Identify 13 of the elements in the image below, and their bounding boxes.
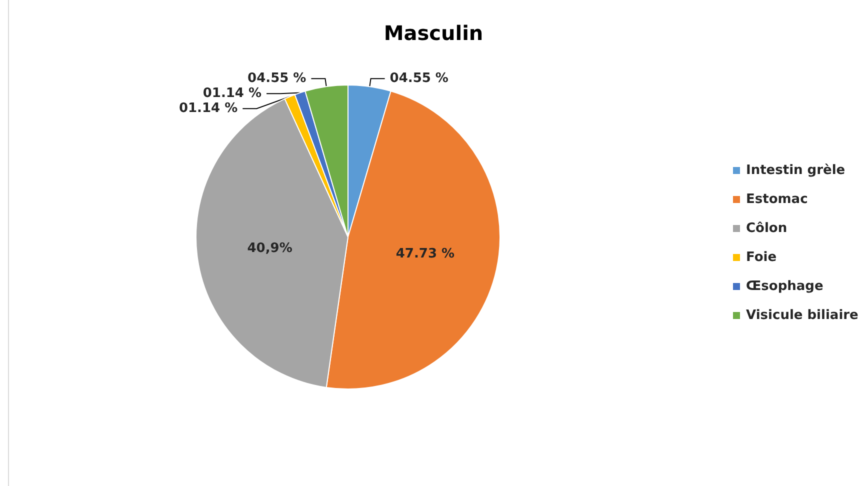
data-label: 01.14 % [202,86,262,102]
legend-label: Côlon [746,221,788,236]
data-label: 40,9% [247,240,292,256]
data-label: 04.55 % [248,71,306,86]
data-label: 01.14 % [178,101,238,116]
legend-label: Visicule biliaire [746,308,859,323]
data-label: 47.73 % [396,246,455,262]
chart-title: Masculin [384,21,484,45]
legend-label: Foie [746,250,777,265]
legend-label: Intestin grèle [746,163,846,178]
legend-label: Œsophage [746,279,824,294]
legend-label: Estomac [746,192,808,207]
data-label: 04.55 % [390,71,448,86]
